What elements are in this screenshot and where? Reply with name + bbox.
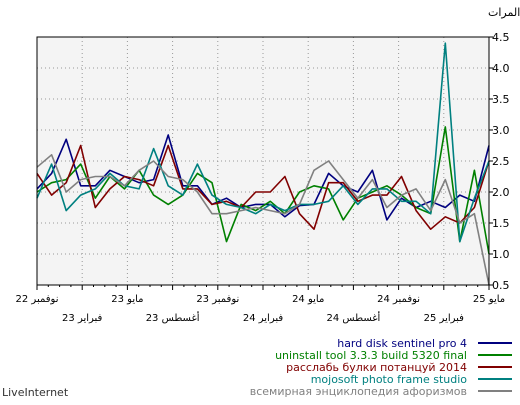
y-axis-label: المرات: [488, 6, 520, 19]
y-tick-label: 3.5: [492, 93, 510, 106]
legend-label: mojosoft photo frame studio: [311, 373, 468, 386]
series-line-3: [36, 144, 490, 230]
y-tick-label: 4.0: [492, 62, 510, 75]
legend-label: uninstall tool 3.3.3 build 5320 final: [275, 349, 467, 362]
brand-label: LiveInternet: [2, 386, 69, 399]
y-tick-label: 1.0: [492, 248, 510, 261]
x-tick-label: مايو 25: [473, 294, 505, 305]
x-tick-label: مايو 23: [111, 294, 143, 305]
x-tick-label: أغسطس 23: [146, 311, 200, 324]
x-axis: مايو 25 نوفمبر 24 مايو 24 نوفمبر 23 مايو 23 ن…: [16, 285, 505, 324]
y-tick-label: 4.5: [492, 31, 510, 44]
y-tick-label: 1.5: [492, 217, 510, 230]
legend-label: расслабь булки потанцуй 2014: [286, 361, 467, 374]
x-tick-label: نوفمبر 23: [196, 294, 239, 305]
y-axis: 0.5 1.0 1.5 2.0 2.5 3.0 3.5 4.0 4.5: [489, 31, 510, 292]
legend-label: hard disk sentinel pro 4: [337, 337, 467, 350]
x-tick-label: أغسطس 24: [327, 311, 381, 324]
y-tick-label: 0.5: [492, 279, 510, 292]
x-tick-label: فبراير 23: [62, 313, 103, 324]
series-line-5: [36, 154, 490, 286]
x-tick-label: نوفمبر 22: [16, 294, 59, 305]
y-tick-label: 3.0: [492, 124, 510, 137]
y-tick-label: 2.0: [492, 186, 510, 199]
legend-label: всемирная энциклопедия афоризмов: [250, 385, 467, 398]
x-tick-label: فبراير 25: [424, 313, 465, 324]
series-lines: [36, 42, 490, 286]
y-tick-label: 2.5: [492, 155, 510, 168]
x-tick-label: مايو 24: [292, 294, 324, 305]
x-tick-label: نوفمبر 24: [377, 294, 420, 305]
x-tick-label: فبراير 24: [243, 313, 284, 324]
